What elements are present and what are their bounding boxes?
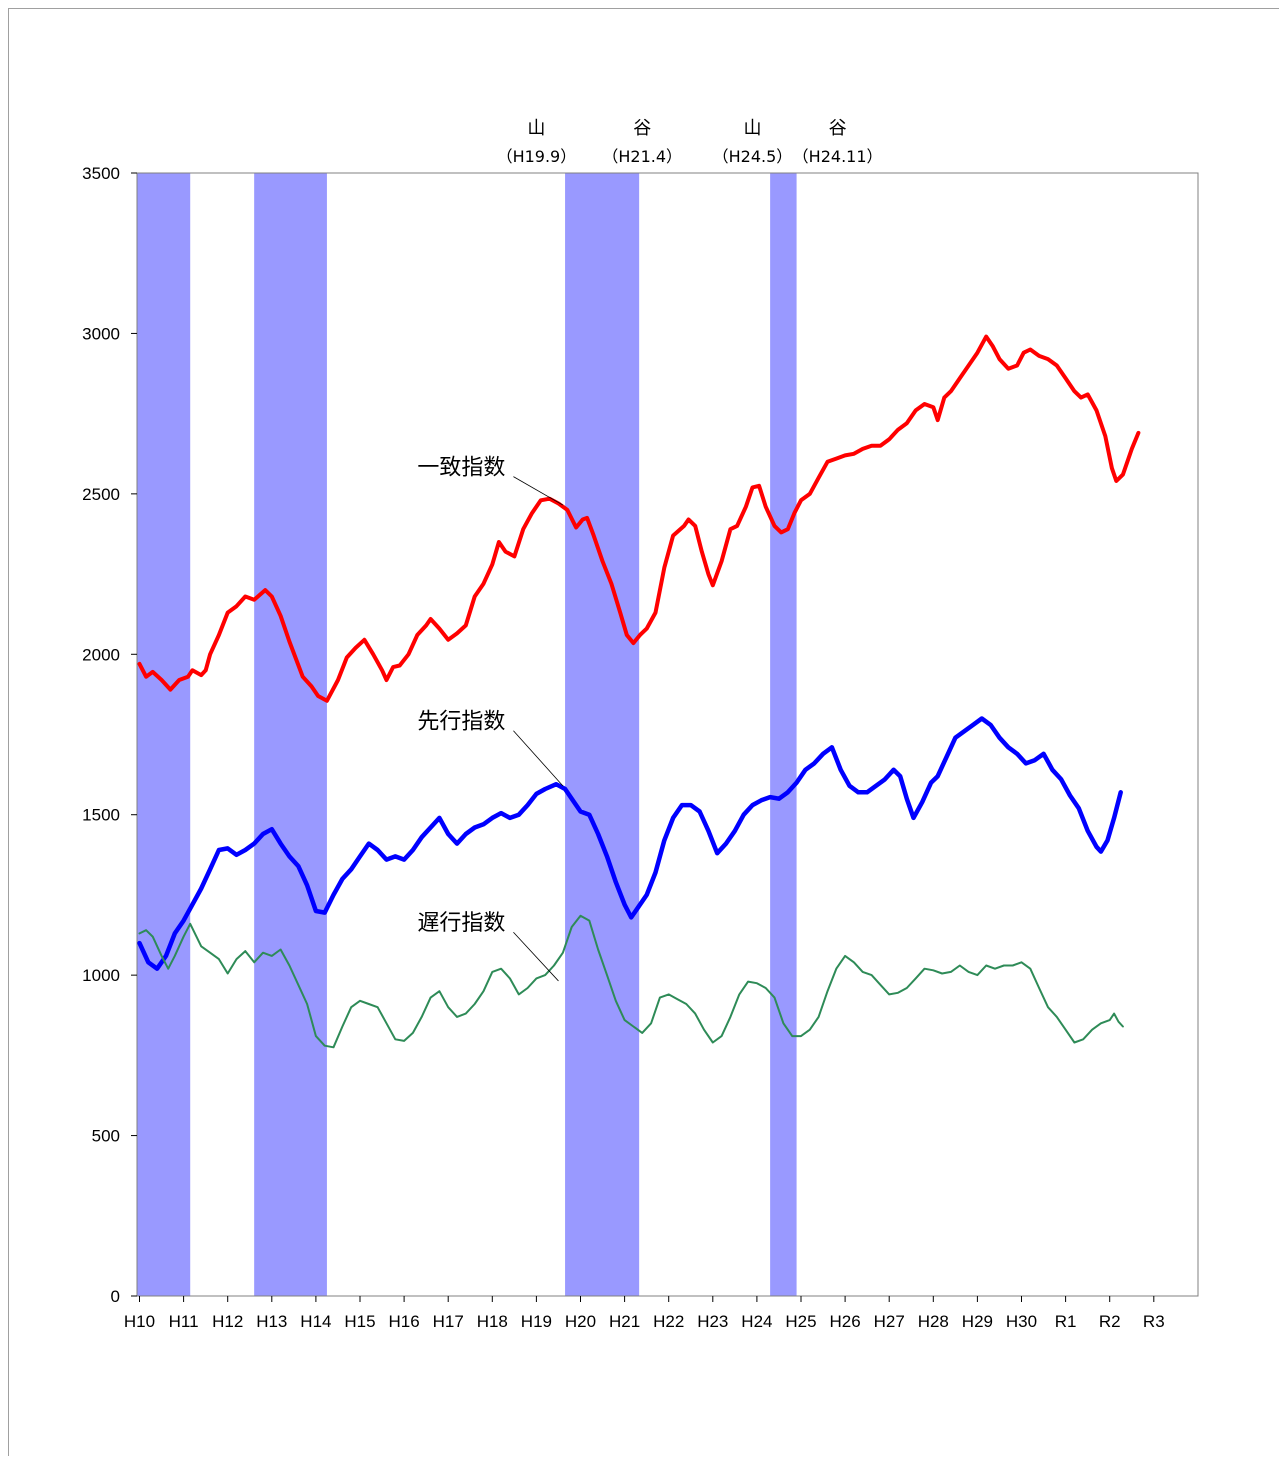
series-line-1	[137, 334, 1141, 703]
x-tick-label: R1	[1055, 1312, 1077, 1331]
y-tick-label: 1500	[82, 806, 120, 825]
recession-band-3	[565, 173, 640, 1296]
x-tick-label: H21	[609, 1312, 640, 1331]
y-tick-label: 3500	[82, 164, 120, 183]
y-tick-label: 3000	[82, 324, 120, 343]
cycle-marker-date-2: （H21.4）	[602, 147, 682, 166]
y-tick-label: 2000	[82, 645, 120, 664]
y-tick-label: 2500	[82, 485, 120, 504]
x-tick-label: H11	[169, 1312, 199, 1331]
recession-bands	[137, 173, 797, 1296]
x-tick-label: H14	[300, 1312, 331, 1331]
x-tick-label: H28	[918, 1312, 949, 1331]
x-tick-label: H29	[962, 1312, 993, 1331]
x-tick-label: H24	[741, 1312, 772, 1331]
recession-band-4	[770, 173, 797, 1296]
page-frame	[8, 8, 1279, 1456]
series-label-1: 一致指数	[417, 456, 505, 481]
plot-area	[136, 172, 1199, 1297]
x-tick-label: R2	[1099, 1312, 1121, 1331]
x-axis: H10 H11 H12 H13 H14 H15 H16 H17 H18 H19 H20 H21 H22 H…	[124, 1296, 1165, 1331]
x-tick-label: H22	[653, 1312, 684, 1331]
recession-band-1	[137, 173, 191, 1296]
y-tick-label: 1000	[82, 966, 120, 985]
series-leader-line-3	[513, 931, 559, 982]
series-line-2	[137, 716, 1123, 971]
y-tick-label: 500	[92, 1127, 120, 1146]
x-tick-label: H17	[433, 1312, 464, 1331]
x-tick-label: H16	[389, 1312, 420, 1331]
x-tick-label: H10	[124, 1312, 155, 1331]
series-leader-line-2	[513, 730, 564, 787]
y-axis: 0 500 1000 1500 2000 2500 3000 3500	[82, 164, 137, 1306]
x-tick-label: H19	[521, 1312, 552, 1331]
series-line-3	[138, 914, 1124, 1049]
cycle-marker-kanji-4: 谷	[829, 118, 847, 139]
x-tick-label: H15	[344, 1312, 375, 1331]
cycle-markers: 山 （H19.9） 谷 （H21.4） 山 （H24.5） 谷 （H24.11）	[497, 118, 883, 166]
x-tick-label: H26	[830, 1312, 861, 1331]
cycle-marker-date-1: （H19.9）	[497, 147, 577, 166]
cycle-marker-date-3: （H24.5）	[713, 147, 793, 166]
cycle-marker-kanji-3: 山	[743, 118, 761, 139]
series-lines	[137, 334, 1141, 1049]
cycle-marker-kanji-2: 谷	[633, 118, 651, 139]
y-tick-label: 0	[111, 1287, 120, 1306]
x-tick-label: H27	[874, 1312, 905, 1331]
recession-band-2	[254, 173, 327, 1296]
x-tick-label: H12	[212, 1312, 243, 1331]
x-tick-label: H20	[565, 1312, 596, 1331]
series-leader-line-1	[513, 476, 564, 506]
x-tick-label: H30	[1006, 1312, 1037, 1331]
cycle-marker-date-4: （H24.11）	[793, 147, 883, 166]
series-label-2: 先行指数	[417, 710, 505, 735]
series-label-3: 遅行指数	[417, 911, 505, 936]
x-tick-label: H18	[477, 1312, 508, 1331]
cycle-marker-kanji-1: 山	[527, 118, 545, 139]
x-tick-label: R3	[1143, 1312, 1165, 1331]
x-tick-label: H23	[697, 1312, 728, 1331]
x-tick-label: H13	[256, 1312, 287, 1331]
x-tick-label: H25	[785, 1312, 816, 1331]
